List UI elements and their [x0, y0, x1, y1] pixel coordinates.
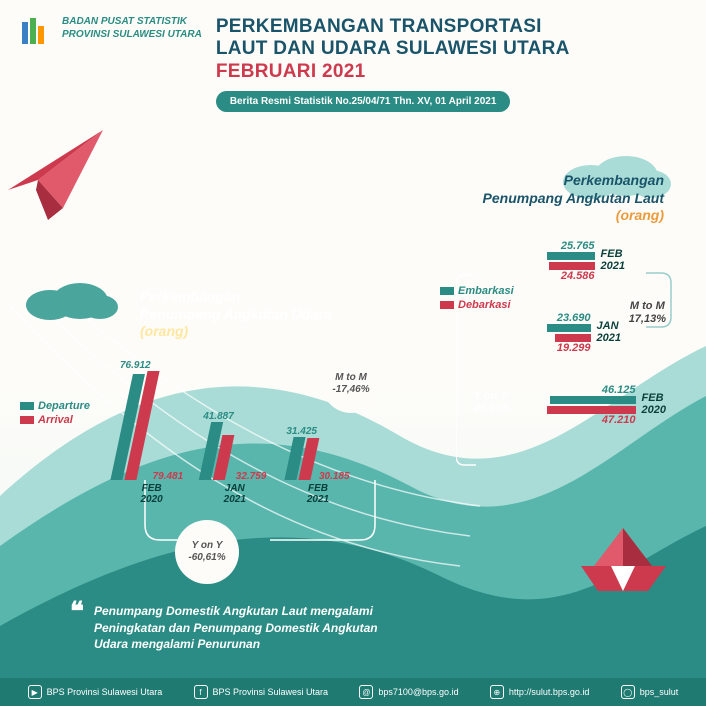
sea-yony-label: Y on Y [470, 390, 511, 403]
air-period-label: JAN2021 [224, 484, 246, 505]
org-line2: PROVINSI SULAWESI UTARA [62, 29, 202, 42]
air-yony-bubble: Y on Y -60,61% [175, 520, 239, 584]
footer-label: bps7100@bps.go.id [378, 687, 458, 697]
footer-item[interactable]: f BPS Provinsi Sulawesi Utara [194, 685, 329, 699]
footer: ▶ BPS Provinsi Sulawesi Utara f BPS Provins… [0, 678, 706, 706]
footer-item[interactable]: ⊕ http://sulut.bps.go.id [490, 685, 590, 699]
sea-mtom-value: 17,13% [629, 313, 666, 326]
sea-emb-bar [547, 324, 591, 332]
legend-swatch [20, 416, 34, 424]
air-yony-value: -60,61% [188, 552, 225, 564]
footer-label: bps_sulut [640, 687, 679, 697]
sea-deb-bar [555, 334, 591, 342]
social-icon: f [194, 685, 208, 699]
cloud-icon [20, 275, 120, 320]
social-icon: ▶ [28, 685, 42, 699]
sea-mtom: M to M 17,13% [629, 300, 666, 326]
air-bar-group: 76.912 79.481 FEB2020 [120, 360, 183, 505]
logo: BADAN PUSAT STATISTIK PROVINSI SULAWESI … [20, 16, 202, 50]
sea-emb-bar [547, 252, 595, 260]
paper-boat-icon [576, 526, 671, 596]
title-line-1: PERKEMBANGAN TRANSPORTASI [216, 16, 570, 38]
air-chart: 76.912 79.481 FEB2020 41.887 32.759 JAN2021 31… [120, 360, 350, 505]
air-legend: Departure Arrival [20, 400, 90, 428]
sea-period-label: FEB2020 [642, 393, 666, 416]
sea-deb-bar [547, 406, 636, 414]
air-mtom-bubble: M to M -17,46% [322, 355, 380, 413]
sea-legend: Embarkasi Debarkasi [440, 285, 514, 313]
footer-label: http://sulut.bps.go.id [509, 687, 590, 697]
air-arr-value: 32.759 [236, 471, 267, 482]
legend-embarkasi: Embarkasi [458, 285, 514, 297]
air-period-label: FEB2020 [140, 484, 162, 505]
footer-item[interactable]: ▶ BPS Provinsi Sulawesi Utara [28, 685, 163, 699]
sea-section-l3: (orang) [483, 207, 664, 225]
sea-bar-group: 25.765 24.586 FEB2021 [547, 240, 666, 282]
quote-mark-icon: ❝ [70, 603, 84, 621]
sea-emb-value: 25.765 [561, 240, 595, 252]
sea-deb-value: 19.299 [557, 342, 591, 354]
sea-emb-value: 23.690 [557, 312, 591, 324]
subtitle-pill: Berita Resmi Statistik No.25/04/71 Thn. … [216, 91, 511, 112]
sea-emb-value: 46.125 [602, 384, 636, 396]
legend-swatch [20, 402, 34, 410]
quote-l2: Peningkatan dan Penumpang Domestik Angku… [94, 620, 378, 636]
sea-period-label: FEB2021 [601, 249, 625, 272]
org-line1: BADAN PUSAT STATISTIK [62, 16, 202, 29]
sea-period-label: JAN2021 [597, 321, 621, 344]
legend-arrival: Arrival [38, 414, 73, 426]
sea-deb-value: 24.586 [561, 270, 595, 282]
title-line-2: LAUT DAN UDARA SULAWESI UTARA [216, 38, 570, 60]
quote-block: ❝ Penumpang Domestik Angkutan Laut menga… [70, 603, 378, 652]
footer-item[interactable]: ◯ bps_sulut [621, 685, 679, 699]
air-bar-group: 31.425 30.185 FEB2021 [286, 426, 349, 505]
social-icon: ◯ [621, 685, 635, 699]
sea-chart: 25.765 24.586 FEB2021 23.690 19.299 JAN2021 46… [547, 240, 666, 426]
sea-yony-value: -46,05% [470, 403, 511, 416]
air-bar-group: 41.887 32.759 JAN2021 [203, 411, 266, 505]
air-yony-label: Y on Y [192, 540, 223, 552]
legend-debarkasi: Debarkasi [458, 299, 511, 311]
legend-swatch [440, 287, 454, 295]
air-mtom-label: M to M [335, 372, 367, 384]
header: BADAN PUSAT STATISTIK PROVINSI SULAWESI … [20, 16, 686, 112]
air-dep-value: 41.887 [203, 411, 234, 422]
air-dep-value: 31.425 [286, 426, 317, 437]
sea-deb-bar [549, 262, 595, 270]
sea-mtom-label: M to M [629, 300, 666, 313]
air-dep-value: 76.912 [120, 360, 151, 371]
footer-label: BPS Provinsi Sulawesi Utara [213, 687, 329, 697]
air-section-l3: (orang) [140, 323, 332, 341]
bps-logo-icon [20, 16, 54, 50]
sea-section-label: Perkembangan Penumpang Angkutan Laut (or… [483, 172, 664, 225]
air-section-label: Perkembangan Penumpang Angkutan Udara (o… [140, 288, 332, 341]
sea-section-l2: Penumpang Angkutan Laut [483, 190, 664, 208]
quote-l1: Penumpang Domestik Angkutan Laut mengala… [94, 603, 378, 619]
footer-label: BPS Provinsi Sulawesi Utara [47, 687, 163, 697]
social-icon: @ [359, 685, 373, 699]
sea-deb-value: 47.210 [602, 414, 636, 426]
sea-bar-group: 46.125 47.210 FEB2020 [547, 384, 666, 426]
air-arr-value: 30.185 [319, 471, 350, 482]
air-mtom-value: -17,46% [332, 384, 369, 396]
footer-item[interactable]: @ bps7100@bps.go.id [359, 685, 458, 699]
air-arr-value: 79.481 [153, 471, 184, 482]
air-period-label: FEB2021 [307, 484, 329, 505]
legend-departure: Departure [38, 400, 90, 412]
title-block: PERKEMBANGAN TRANSPORTASI LAUT DAN UDARA… [216, 16, 570, 112]
org-name: BADAN PUSAT STATISTIK PROVINSI SULAWESI … [62, 16, 202, 41]
paper-plane-icon [8, 130, 118, 220]
sea-emb-bar [550, 396, 636, 404]
title-period: FEBRUARI 2021 [216, 61, 570, 83]
sea-section-l1: Perkembangan [483, 172, 664, 190]
legend-swatch [440, 301, 454, 309]
social-icon: ⊕ [490, 685, 504, 699]
sea-yony: Y on Y -46,05% [470, 390, 511, 416]
air-section-l2: Penumpang Angkutan Udara [140, 306, 332, 324]
air-section-l1: Perkembangan [140, 288, 332, 306]
quote-l3: Udara mengalami Penurunan [94, 636, 378, 652]
